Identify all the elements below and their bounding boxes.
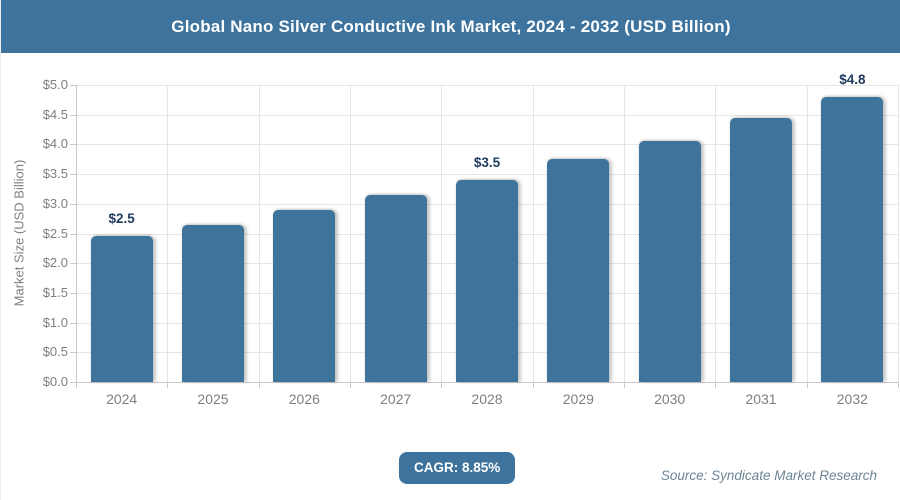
source-text: Source: Syndicate Market Research (660, 468, 877, 483)
x-axis-label-2025: 2025 (197, 391, 229, 407)
y-axis-tick-label: $1.5 (42, 284, 68, 300)
gridline-vertical (258, 85, 260, 382)
x-axis-tick (532, 382, 534, 388)
y-axis-tick (70, 382, 76, 383)
x-axis-label-2028: 2028 (471, 391, 503, 407)
bar-2027 (364, 194, 427, 382)
y-axis-tick-label: $1.0 (42, 314, 68, 330)
y-axis-tick (70, 233, 76, 235)
y-axis-tick-label: $5.0 (42, 77, 68, 92)
bar-2025 (182, 224, 244, 382)
y-axis-tick-label: $2.0 (42, 255, 68, 271)
y-axis-tick (70, 85, 76, 86)
bar-value-label-2032: $4.8 (839, 71, 866, 87)
gridline-vertical (441, 85, 443, 382)
gridline-horizontal (76, 85, 898, 86)
x-axis-label-2030: 2030 (654, 391, 686, 407)
x-axis-label-2026: 2026 (288, 391, 320, 407)
x-axis-tick (76, 382, 77, 388)
bar-2029 (547, 159, 610, 382)
cagr-badge: CAGR: 8.85% (399, 452, 516, 484)
x-axis-tick (715, 382, 717, 388)
bar-2028 (456, 180, 518, 382)
gridline-vertical (806, 85, 808, 382)
y-axis-tick (70, 322, 76, 324)
y-axis-tick-label: $0.5 (42, 344, 68, 360)
bar-value-label-2024: $2.5 (108, 211, 135, 227)
y-axis-tick-label: $3.0 (42, 195, 68, 211)
x-axis-tick (167, 382, 169, 388)
gridline-horizontal (76, 174, 898, 176)
x-axis-tick (350, 382, 351, 388)
y-axis-tick (70, 352, 76, 354)
bar-2026 (273, 209, 336, 382)
y-axis-tick (70, 174, 76, 176)
gridline-vertical (532, 85, 534, 382)
x-axis-label-2032: 2032 (836, 391, 868, 407)
x-axis-label-2024: 2024 (106, 391, 138, 407)
gridline-vertical (624, 85, 625, 382)
y-axis-tick-label: $4.0 (42, 136, 68, 152)
bar-2031 (730, 117, 792, 382)
bar-2024 (90, 236, 153, 382)
x-axis-tick (624, 382, 625, 388)
y-axis-tick (70, 263, 76, 265)
y-axis-tick-label: $4.5 (42, 106, 68, 122)
gridline-horizontal (76, 114, 898, 116)
bar-2032 (821, 96, 884, 382)
y-axis-tick (70, 203, 76, 205)
gridline-vertical (167, 85, 169, 382)
y-axis-tick (70, 114, 76, 116)
x-axis-tick (898, 382, 899, 388)
bar-value-label-2028: $3.5 (473, 155, 501, 171)
x-axis-tick (441, 382, 443, 388)
gridline-vertical (898, 85, 899, 382)
x-axis-label-2031: 2031 (745, 391, 777, 407)
y-axis-tick (70, 292, 76, 294)
y-axis-line (76, 85, 77, 382)
y-axis-tick-label: $3.5 (42, 166, 68, 182)
y-axis-tick (70, 144, 76, 146)
x-axis-tick (258, 382, 260, 388)
bar-2030 (638, 141, 701, 382)
x-axis-line (76, 382, 898, 383)
x-axis-tick (806, 382, 808, 388)
y-axis-tick-label: $0.0 (42, 374, 68, 389)
gridline-vertical (715, 85, 717, 382)
gridline-vertical (350, 85, 351, 382)
x-axis-label-2029: 2029 (562, 391, 594, 407)
chart-title-bar: Global Nano Silver Conductive Ink Market… (1, 0, 900, 53)
y-axis-tick-label: $2.5 (42, 225, 68, 241)
chart-title: Global Nano Silver Conductive Ink Market… (171, 16, 731, 36)
x-axis-label-2027: 2027 (380, 391, 412, 407)
gridline-horizontal (76, 144, 898, 146)
